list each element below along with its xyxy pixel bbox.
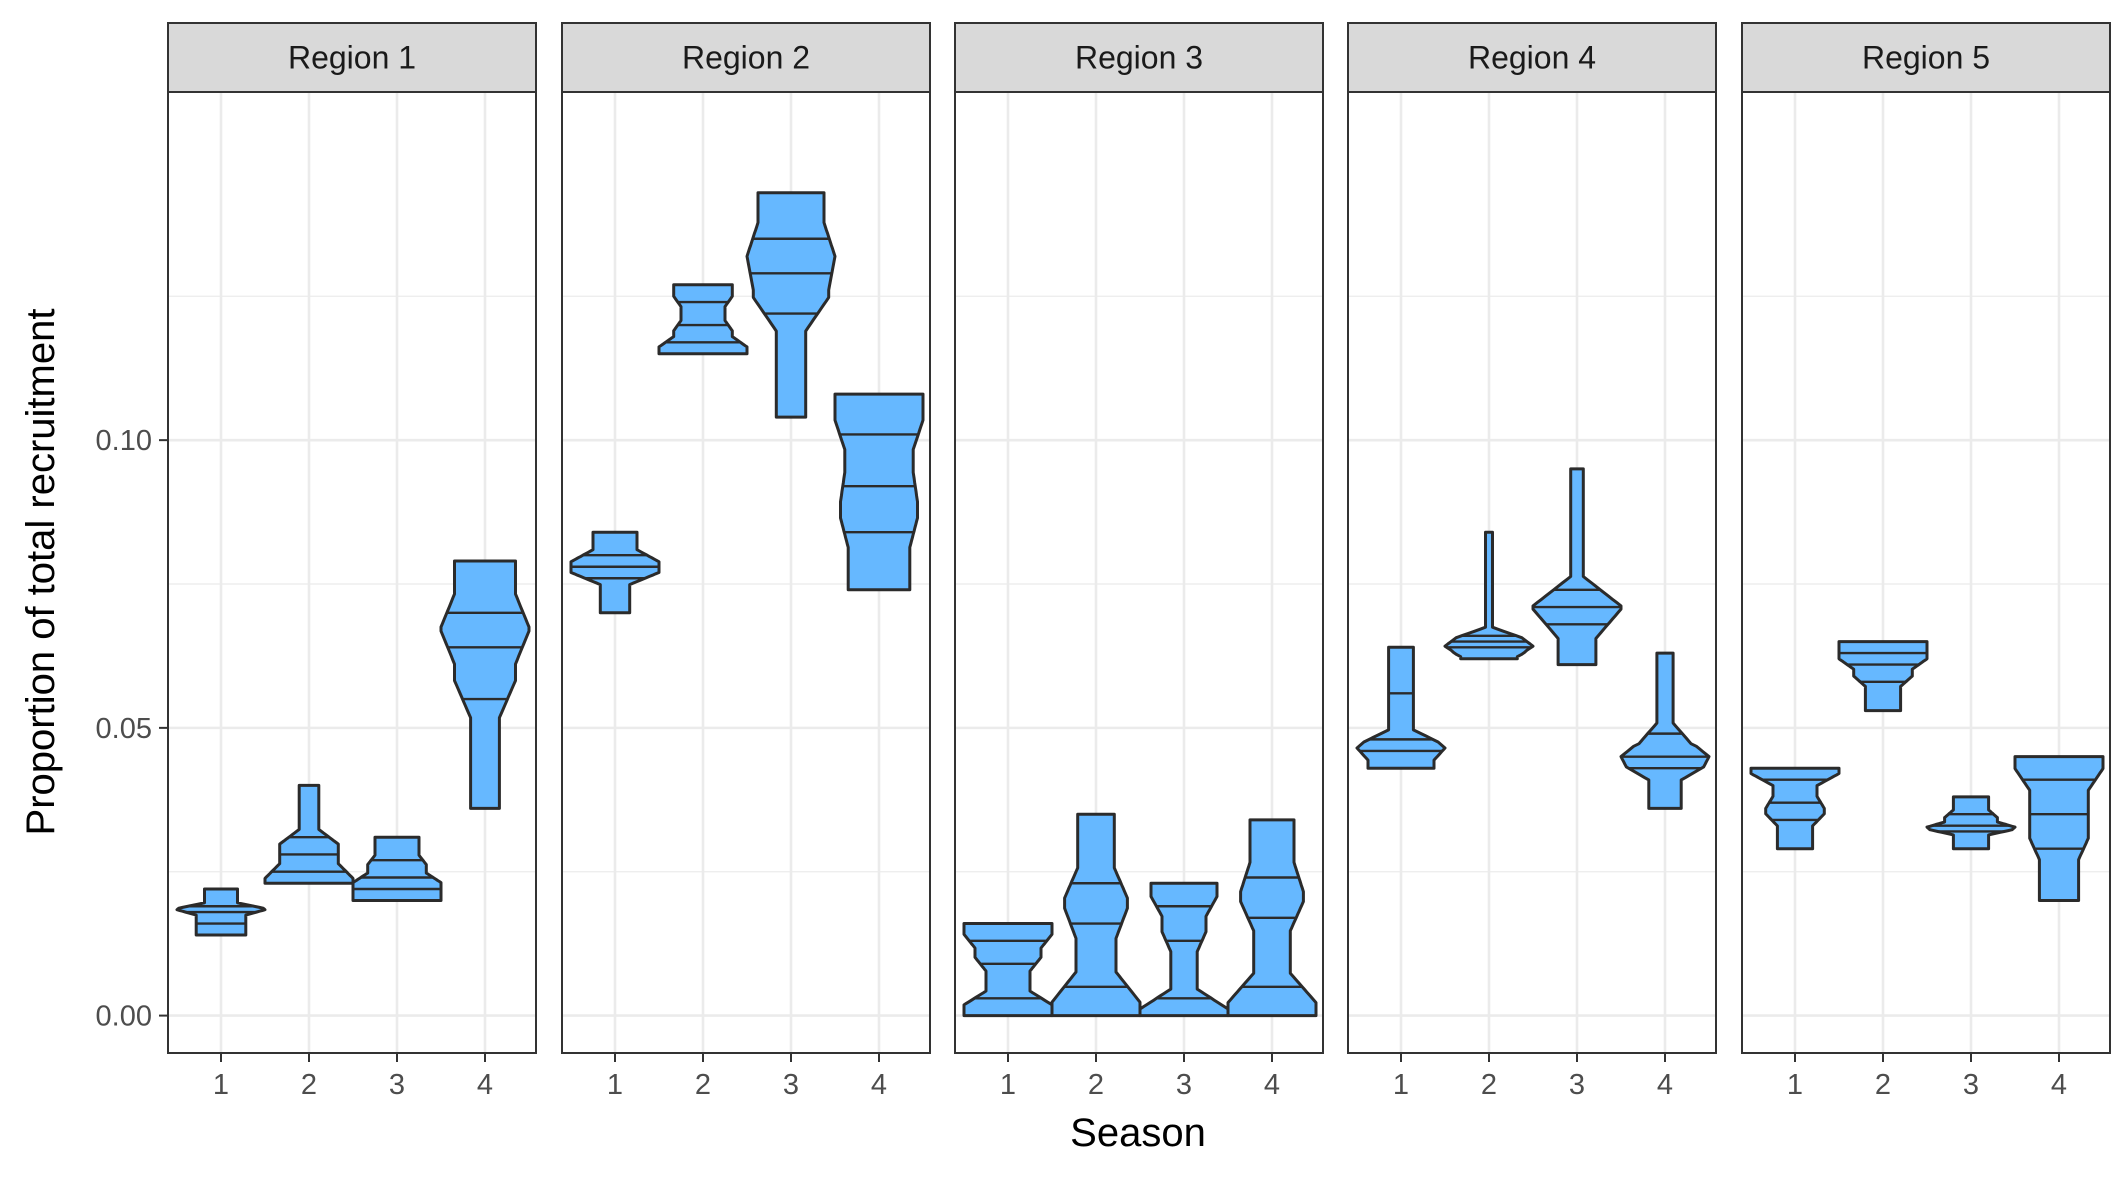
violin-region-2-season-1 xyxy=(569,530,661,615)
facet-label: Region 4 xyxy=(1468,40,1596,76)
x-tick-label: 1 xyxy=(1000,1069,1016,1101)
violin-region-2-season-4 xyxy=(833,392,925,592)
violin-region-4-season-3 xyxy=(1531,467,1623,667)
y-tick-label: 0.05 xyxy=(96,713,152,745)
facet-label: Region 5 xyxy=(1862,40,1990,76)
y-tick-label: 0.10 xyxy=(96,425,152,457)
x-tick-label: 3 xyxy=(1963,1069,1979,1101)
x-tick-label: 3 xyxy=(1569,1069,1585,1101)
facet-strip xyxy=(1347,22,1717,93)
x-axis-title: Season xyxy=(1070,1111,1206,1155)
facet-label: Region 1 xyxy=(288,40,416,76)
x-tick-label: 3 xyxy=(783,1069,799,1101)
violin-region-5-season-4 xyxy=(2013,755,2105,902)
x-tick-label: 3 xyxy=(1176,1069,1192,1101)
x-tick-label: 4 xyxy=(2051,1069,2067,1101)
violin-region-5-season-1 xyxy=(1749,766,1841,851)
x-tick-label: 2 xyxy=(1481,1069,1497,1101)
violin-region-3-season-3 xyxy=(1138,881,1230,1018)
violin-region-1-season-2 xyxy=(263,783,355,885)
y-tick-label: 0.00 xyxy=(96,1001,152,1033)
x-tick-label: 2 xyxy=(301,1069,317,1101)
violin-region-4-season-2 xyxy=(1443,530,1535,661)
panel-region-5: Region 5 1 2 3 4 xyxy=(1741,22,2111,1101)
facet-strip xyxy=(561,22,931,93)
violin-region-1-season-4 xyxy=(439,559,531,810)
x-tick-label: 2 xyxy=(1088,1069,1104,1101)
x-tick-label: 1 xyxy=(1393,1069,1409,1101)
x-tick-label: 1 xyxy=(607,1069,623,1101)
x-tick-label: 4 xyxy=(477,1069,493,1101)
facet-strip xyxy=(167,22,537,93)
x-tick-label: 2 xyxy=(695,1069,711,1101)
violin-region-3-season-2 xyxy=(1050,812,1142,1018)
violin-region-4-season-1 xyxy=(1355,645,1447,770)
x-tick-label: 1 xyxy=(213,1069,229,1101)
violin-region-3-season-1 xyxy=(962,922,1054,1018)
panel-region-3: Region 3 1 2 3 4 xyxy=(954,22,1324,1101)
facet-strip xyxy=(1741,22,2111,93)
x-tick-label: 3 xyxy=(389,1069,405,1101)
x-tick-label: 4 xyxy=(1657,1069,1673,1101)
x-tick-label: 4 xyxy=(871,1069,887,1101)
x-tick-label: 1 xyxy=(1787,1069,1803,1101)
violin-region-1-season-3 xyxy=(351,835,443,902)
panel-background xyxy=(1742,92,2110,1053)
panel-background xyxy=(1348,92,1716,1053)
panel-region-4: Region 4 1 2 3 4 xyxy=(1347,22,1717,1101)
x-tick-label: 4 xyxy=(1264,1069,1280,1101)
facet-label: Region 3 xyxy=(1075,40,1203,76)
panel-region-1: Region 1 1 2 3 4 xyxy=(167,22,537,1101)
y-axis-title: Proportion of total recruitment xyxy=(19,309,63,836)
panel-region-2: Region 2 1 2 3 4 xyxy=(561,22,931,1101)
violin-region-5-season-2 xyxy=(1837,640,1929,713)
facet-label: Region 2 xyxy=(682,40,810,76)
x-tick-label: 2 xyxy=(1875,1069,1891,1101)
violin-region-2-season-3 xyxy=(745,191,837,419)
y-axis: 0.00 0.05 0.10 xyxy=(96,425,168,1033)
facet-strip xyxy=(954,22,1324,93)
